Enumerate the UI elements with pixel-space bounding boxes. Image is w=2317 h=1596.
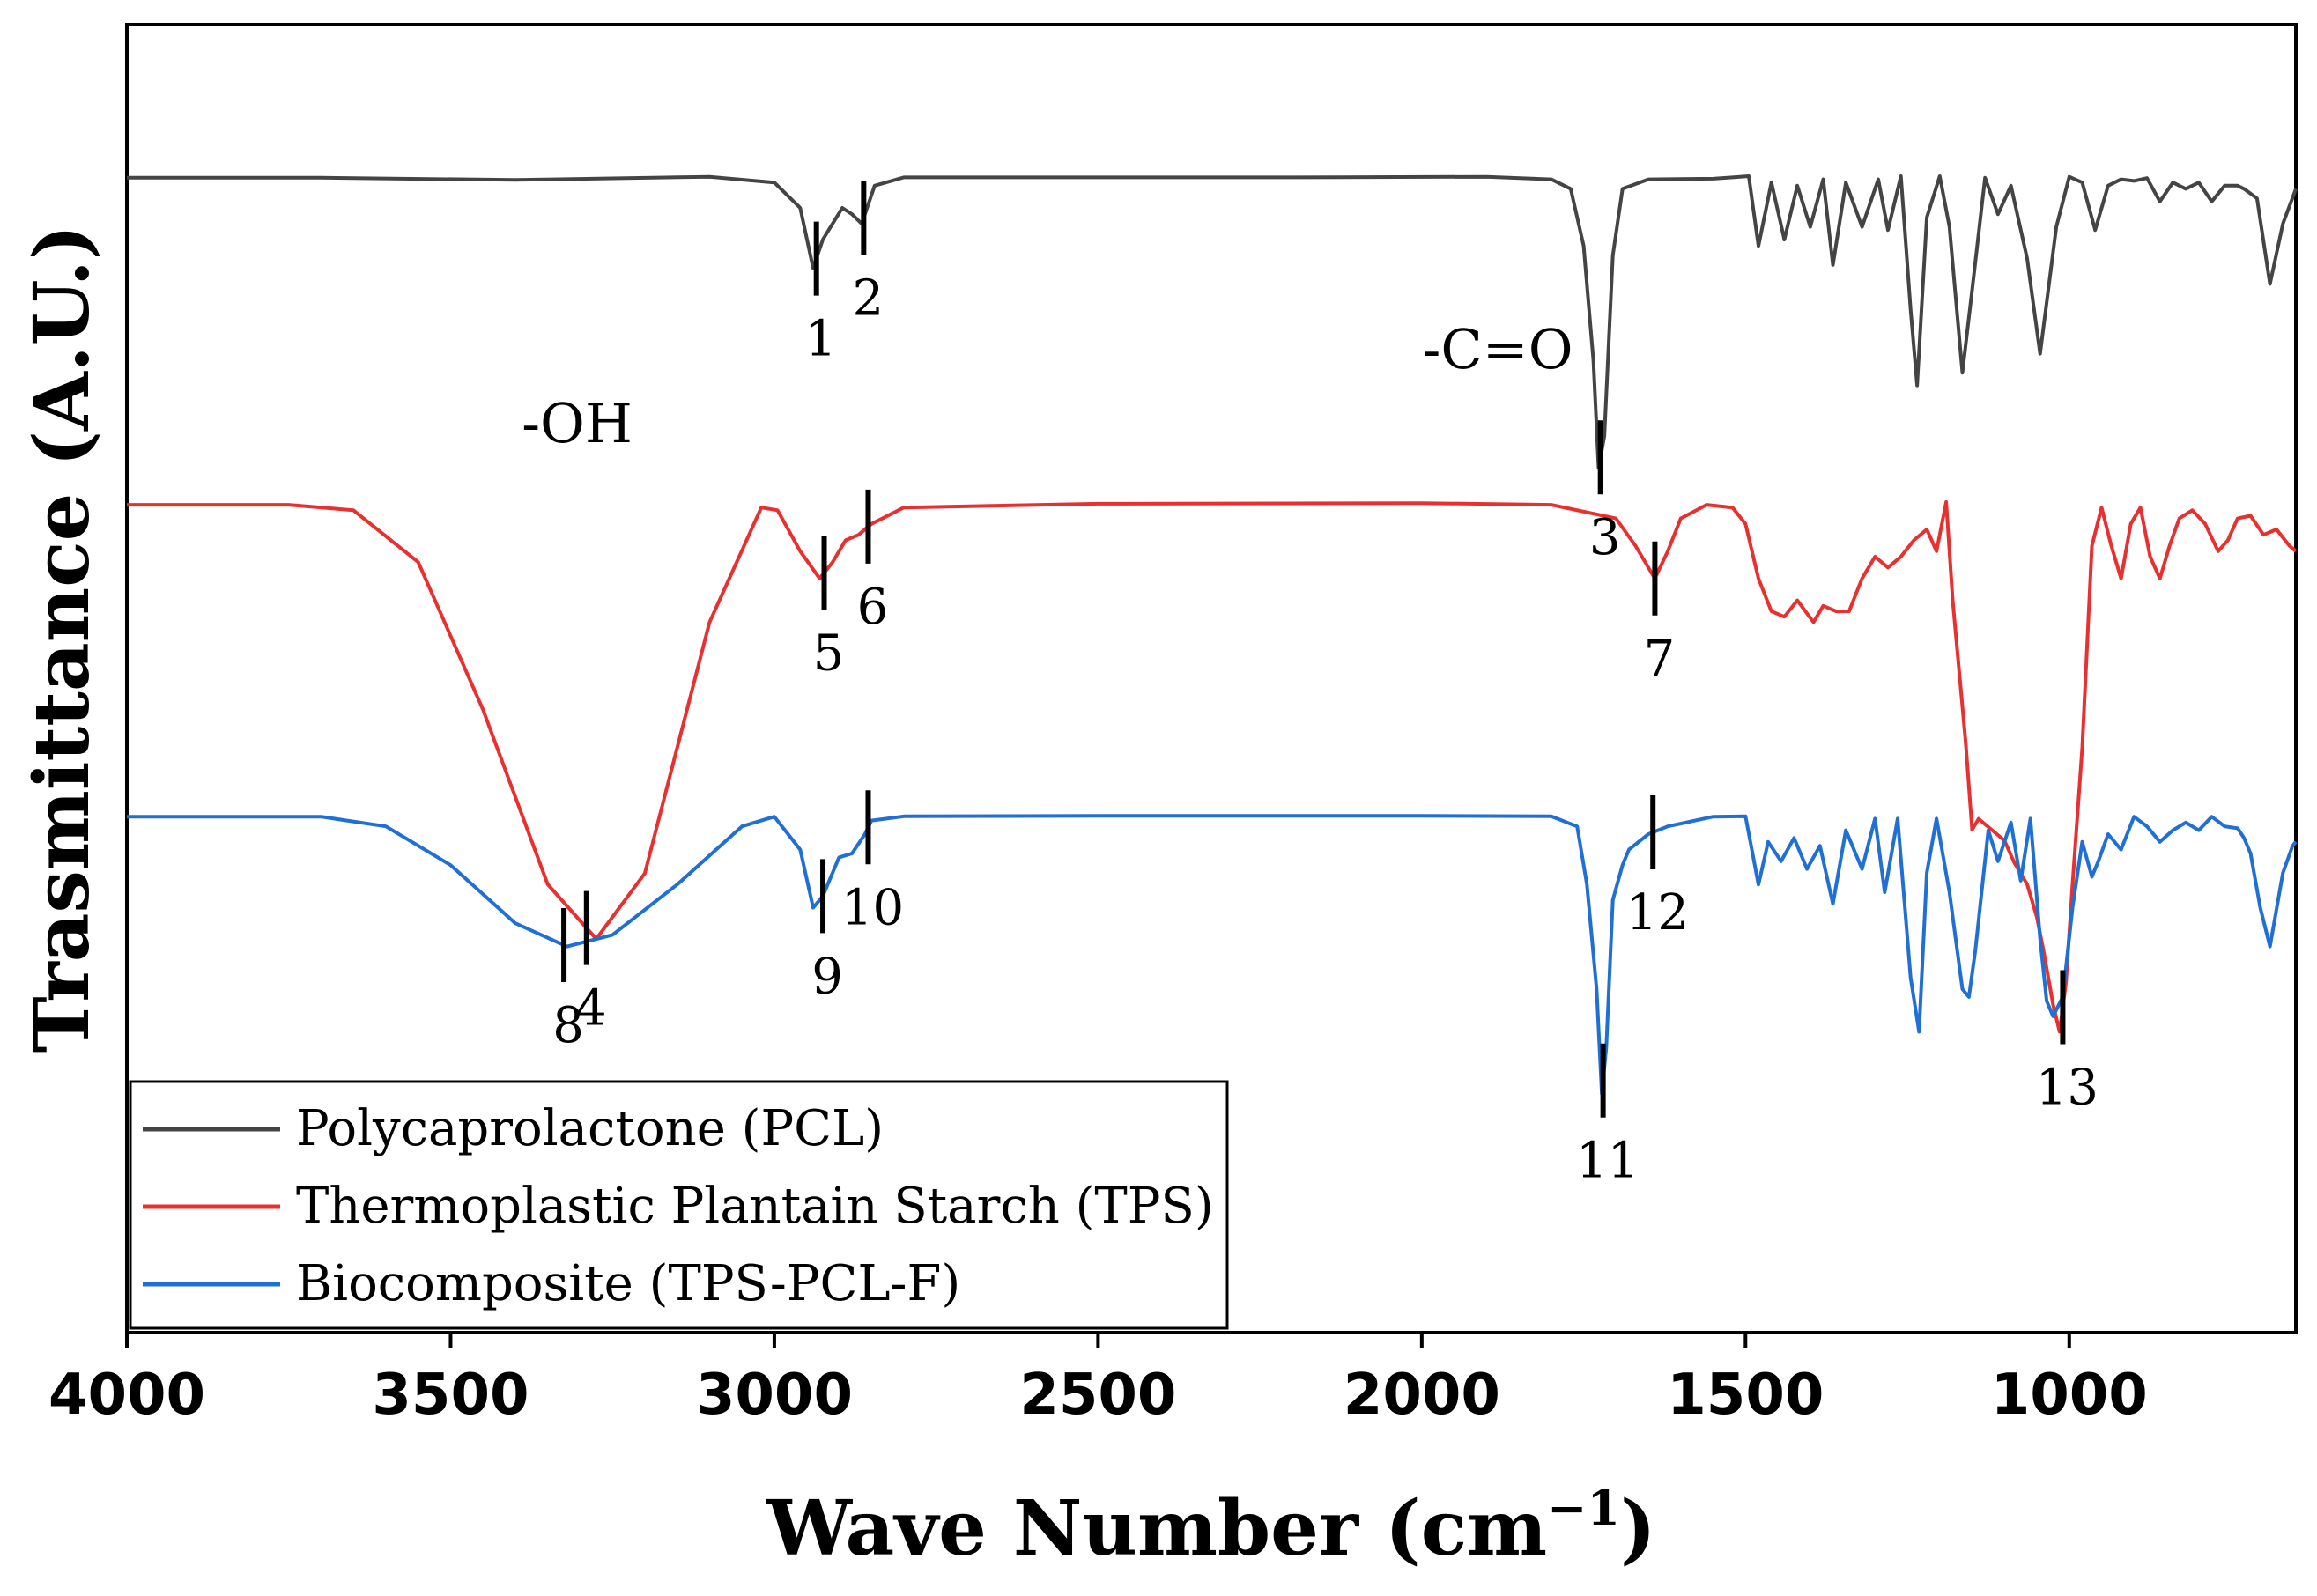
legend: Polycaprolactone (PCL) Thermoplastic Pla… <box>129 1080 1229 1330</box>
x-tick-label-4000: 4000 <box>48 1363 205 1428</box>
series-line-pcl <box>127 174 2298 470</box>
series-line-biocomposite <box>127 814 2298 1096</box>
x-axis-label-close: ) <box>1620 1484 1656 1573</box>
x-tick-label-3500: 3500 <box>372 1363 529 1428</box>
legend-label-biocomposite: Biocomposite (TPS-PCL-F) <box>296 1255 960 1312</box>
y-axis-label: Trasmittance (A.U.) <box>18 225 107 1053</box>
x-axis-label: Wave Number (cm−1) <box>766 1480 1655 1573</box>
x-tick-label-2000: 2000 <box>1344 1363 1500 1428</box>
peak-label-5: 5 <box>813 624 845 682</box>
peak-label-3: 3 <box>1589 509 1621 566</box>
peak-label-6: 6 <box>857 579 889 636</box>
peak-label-11: 11 <box>1576 1133 1639 1190</box>
x-axis-label-exponent: −1 <box>1547 1480 1620 1536</box>
peak-label-13: 13 <box>2036 1060 2099 1117</box>
legend-label-tps: Thermoplastic Plantain Starch (TPS) <box>296 1178 1214 1235</box>
x-tick-label-2500: 2500 <box>1019 1363 1176 1428</box>
group-label-co: -C=O <box>1422 317 1573 381</box>
legend-box <box>129 1080 1229 1330</box>
peak-label-10: 10 <box>841 879 904 936</box>
x-tick-label-1000: 1000 <box>1991 1363 2148 1428</box>
series-line-tps <box>127 500 2298 1034</box>
peak-label-4: 4 <box>575 980 607 1038</box>
peak-label-8: 8 <box>552 997 584 1054</box>
group-label-oh: -OH <box>522 391 633 455</box>
x-axis-label-main: Wave Number (cm <box>766 1484 1547 1573</box>
series-layer <box>127 174 2298 1096</box>
plot-frame <box>125 23 2298 1334</box>
peak-label-1: 1 <box>805 311 837 368</box>
x-axis: 4000 3500 3000 2500 2000 1500 1000 <box>48 1333 2148 1428</box>
peak-label-7: 7 <box>1644 631 1676 688</box>
peak-label-9: 9 <box>811 948 843 1005</box>
x-tick-label-3000: 3000 <box>696 1363 853 1428</box>
peak-label-12: 12 <box>1626 884 1689 942</box>
x-tick-label-1500: 1500 <box>1667 1363 1824 1428</box>
legend-label-pcl: Polycaprolactone (PCL) <box>296 1100 884 1157</box>
peak-label-2: 2 <box>853 270 885 328</box>
